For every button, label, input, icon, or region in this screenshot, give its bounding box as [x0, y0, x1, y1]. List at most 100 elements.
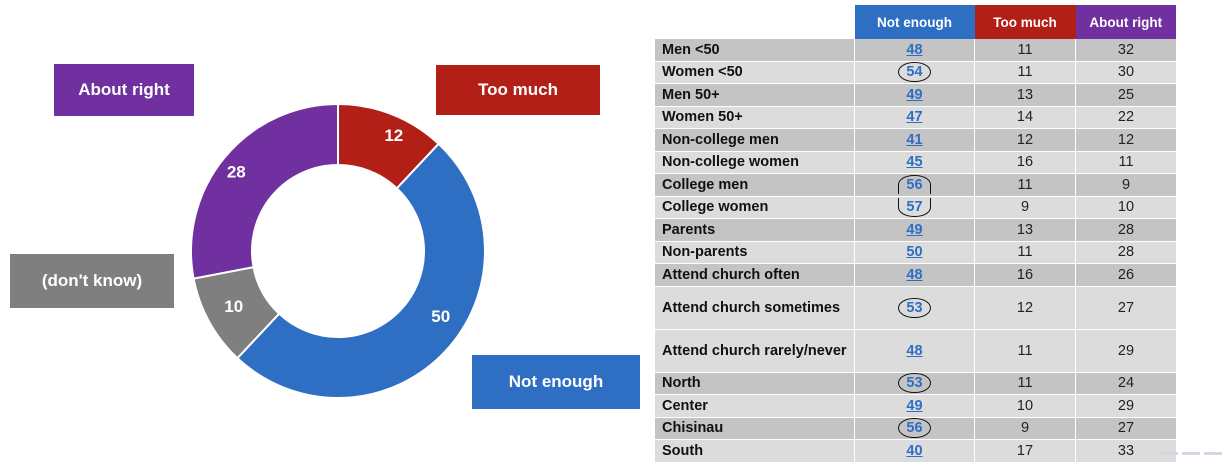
cell-about-right: 27: [1075, 417, 1176, 440]
table-row: College men 56 11 9: [655, 173, 1176, 197]
cell-not-enough[interactable]: 53: [854, 372, 975, 395]
slice-not-enough-value: 50: [431, 307, 450, 326]
cell-too-much: 12: [974, 286, 1076, 330]
label-too-much-text: Too much: [478, 80, 558, 99]
cell-not-enough[interactable]: 48: [854, 39, 975, 62]
table-header-row: Not enough Too much About right: [655, 5, 1176, 39]
cell-too-much: 14: [974, 106, 1076, 129]
corner-bar: [1204, 452, 1222, 455]
table-row: Center 49 10 29: [655, 394, 1176, 418]
row-label: Attend church sometimes: [655, 286, 855, 330]
cell-not-enough[interactable]: 49: [854, 394, 975, 418]
cell-too-much: 9: [974, 417, 1076, 440]
cell-too-much: 16: [974, 263, 1076, 287]
row-label: Parents: [655, 218, 855, 242]
row-label: Non-college men: [655, 128, 855, 152]
cell-about-right: 28: [1075, 241, 1176, 264]
row-label: Center: [655, 394, 855, 418]
cell-about-right: 10: [1075, 196, 1176, 219]
table-row: Attend church rarely/never 48 11 29: [655, 329, 1176, 373]
corner-decoration: [1160, 452, 1222, 455]
cell-about-right: 25: [1075, 83, 1176, 107]
cell-too-much: 11: [974, 329, 1076, 373]
cell-too-much: 13: [974, 218, 1076, 242]
breakdown-table: Not enough Too much About right Men <50 4…: [655, 5, 1176, 463]
cell-not-enough[interactable]: 45: [854, 151, 975, 174]
cell-too-much: 10: [974, 394, 1076, 418]
row-label: College men: [655, 173, 855, 197]
table-row: College women 57 9 10: [655, 196, 1176, 219]
table-row: Non-college women 45 16 11: [655, 151, 1176, 174]
table-row: Women <50 54 11 30: [655, 61, 1176, 84]
cell-too-much: 17: [974, 439, 1076, 463]
cell-about-right: 12: [1075, 128, 1176, 152]
table-row: Attend church often 48 16 26: [655, 263, 1176, 287]
table-row: Men 50+ 49 13 25: [655, 83, 1176, 107]
label-not-enough: Not enough: [472, 355, 640, 409]
cell-about-right: 26: [1075, 263, 1176, 287]
row-label: North: [655, 372, 855, 395]
header-about-right: About right: [1075, 5, 1176, 39]
table-row: Attend church sometimes 53 12 27: [655, 286, 1176, 330]
cell-not-enough[interactable]: 41: [854, 128, 975, 152]
cell-too-much: 11: [974, 372, 1076, 395]
cell-too-much: 11: [974, 39, 1076, 62]
table-row: Non-parents 50 11 28: [655, 241, 1176, 264]
highlight-circle: 53: [898, 297, 931, 318]
row-label: Men <50: [655, 39, 855, 62]
table-row: Parents 49 13 28: [655, 218, 1176, 242]
slice-not-enough: [235, 142, 486, 399]
cell-not-enough[interactable]: 56: [854, 417, 975, 440]
cell-about-right: 30: [1075, 61, 1176, 84]
cell-about-right: 11: [1075, 151, 1176, 174]
cell-too-much: 11: [974, 173, 1076, 197]
slice-about-right: [190, 102, 339, 280]
cell-about-right: 28: [1075, 218, 1176, 242]
table-row: Chisinau 56 9 27: [655, 417, 1176, 440]
label-dont-know: (don't know): [10, 254, 174, 308]
row-label: Non-college women: [655, 151, 855, 174]
row-label: Non-parents: [655, 241, 855, 264]
header-too-much: Too much: [974, 5, 1076, 39]
cell-not-enough[interactable]: 57: [854, 196, 975, 219]
cell-not-enough[interactable]: 56: [854, 173, 975, 197]
cell-about-right: 27: [1075, 286, 1176, 330]
slice-dont-know-value: 10: [224, 297, 243, 316]
cell-too-much: 11: [974, 241, 1076, 264]
cell-about-right: 24: [1075, 372, 1176, 395]
cell-not-enough[interactable]: 54: [854, 61, 975, 84]
cell-about-right: 22: [1075, 106, 1176, 129]
cell-not-enough[interactable]: 53: [854, 286, 975, 330]
label-about-right-text: About right: [78, 80, 170, 99]
corner-bar: [1182, 452, 1200, 455]
highlight-circle: 57: [898, 197, 931, 217]
cell-about-right: 33: [1075, 439, 1176, 463]
row-label: College women: [655, 196, 855, 219]
label-about-right: About right: [54, 64, 194, 116]
label-too-much: Too much: [436, 65, 600, 115]
row-label: South: [655, 439, 855, 463]
table-row: South 40 17 33: [655, 439, 1176, 463]
cell-not-enough[interactable]: 49: [854, 83, 975, 107]
table-row: Men <50 48 11 32: [655, 39, 1176, 62]
cell-too-much: 11: [974, 61, 1076, 84]
cell-not-enough[interactable]: 49: [854, 218, 975, 242]
table-row: Non-college men 41 12 12: [655, 128, 1176, 152]
cell-too-much: 13: [974, 83, 1076, 107]
cell-too-much: 9: [974, 196, 1076, 219]
cell-not-enough[interactable]: 40: [854, 439, 975, 463]
row-label: Chisinau: [655, 417, 855, 440]
cell-not-enough[interactable]: 48: [854, 263, 975, 287]
cell-about-right: 29: [1075, 329, 1176, 373]
highlight-circle: 53: [898, 373, 931, 394]
row-label: Women 50+: [655, 106, 855, 129]
highlight-circle: 54: [898, 62, 931, 83]
cell-not-enough[interactable]: 48: [854, 329, 975, 373]
cell-not-enough[interactable]: 50: [854, 241, 975, 264]
cell-about-right: 32: [1075, 39, 1176, 62]
highlight-circle: 56: [898, 175, 931, 195]
row-label: Men 50+: [655, 83, 855, 107]
highlight-circle: 56: [898, 418, 931, 439]
cell-about-right: 9: [1075, 173, 1176, 197]
cell-not-enough[interactable]: 47: [854, 106, 975, 129]
